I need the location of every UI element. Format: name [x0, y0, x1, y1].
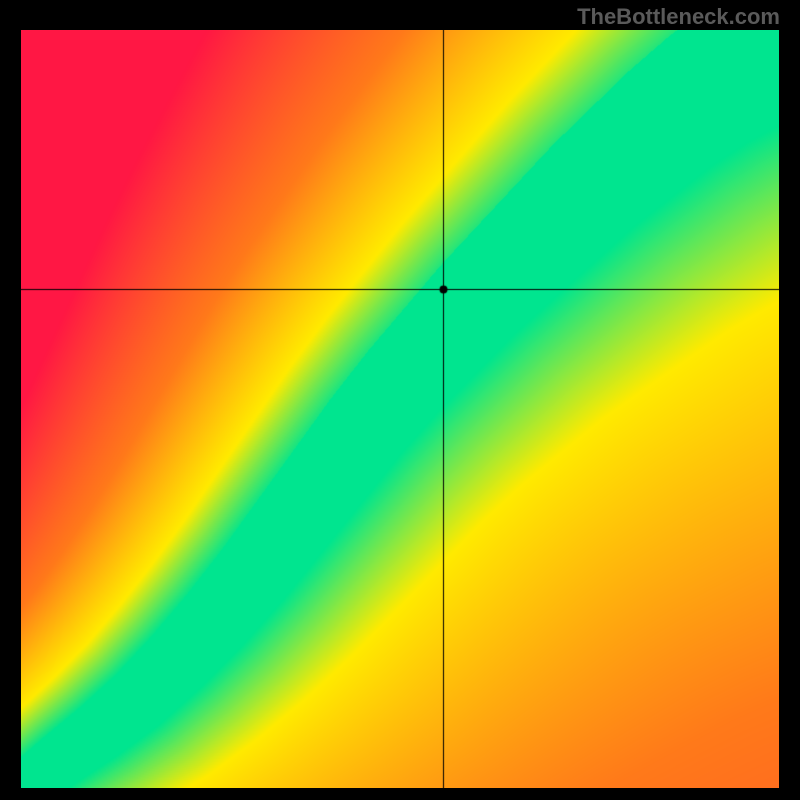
chart-frame: TheBottleneck.com [0, 0, 800, 800]
heatmap-plot [21, 30, 779, 788]
heatmap-canvas [21, 30, 779, 788]
watermark-text: TheBottleneck.com [577, 4, 780, 30]
